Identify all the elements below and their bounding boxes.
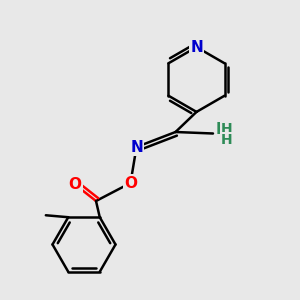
Text: N: N [190, 40, 203, 55]
Text: N: N [130, 140, 143, 154]
Text: H: H [220, 122, 232, 136]
Text: O: O [68, 177, 82, 192]
Text: N: N [216, 122, 229, 136]
Text: H: H [220, 133, 232, 147]
Text: O: O [124, 176, 137, 190]
